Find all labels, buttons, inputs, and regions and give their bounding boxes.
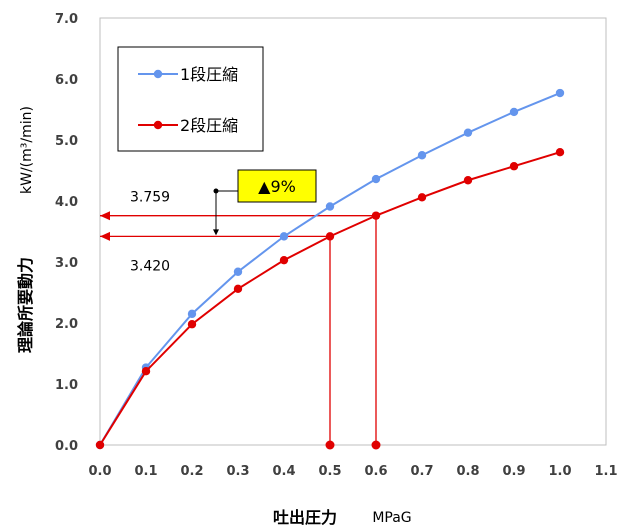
legend-label: 2段圧縮 <box>180 116 238 135</box>
series-1-point <box>463 128 473 137</box>
y-tick-label: 1.0 <box>55 378 78 393</box>
y-axis-unit: kW/(m³/min) <box>19 106 35 194</box>
series-2-point <box>509 162 519 171</box>
series-2-point <box>325 232 335 241</box>
annotations: 3.759 3.420 ▲9% <box>130 169 317 274</box>
x-tick-label: 0.7 <box>410 464 433 479</box>
reduction-arrowhead <box>213 229 219 236</box>
series-1-point <box>417 151 427 160</box>
x-tick-label: 0.4 <box>272 464 295 479</box>
lower-arrowhead <box>100 231 110 241</box>
series-1-point <box>187 309 197 319</box>
series-1-point <box>555 88 565 98</box>
series-2-point <box>187 320 197 329</box>
x-tick-label: 0.9 <box>502 464 525 479</box>
y-tick-label: 3.0 <box>55 256 78 271</box>
x-tick-label: 1.0 <box>548 464 571 479</box>
legend-label: 1段圧縮 <box>180 65 238 84</box>
reduction-label: ▲9% <box>258 177 296 196</box>
legend-box <box>117 46 264 152</box>
y-tick-label: 2.0 <box>55 317 78 332</box>
x-tick-label: 0.0 <box>88 464 111 479</box>
series-1-point <box>371 174 381 184</box>
series-2-point <box>233 284 243 294</box>
legend-marker <box>153 120 163 130</box>
y-tick-label: 7.0 <box>55 12 78 27</box>
series-1-point <box>279 232 289 241</box>
series-1-point <box>233 267 243 276</box>
plot-frame <box>99 17 607 446</box>
lower-value-label: 3.420 <box>130 258 170 274</box>
x-tick-label: 1.1 <box>594 464 617 479</box>
legend-marker <box>153 69 163 79</box>
series-1-point <box>325 202 335 211</box>
series-layer <box>95 88 565 450</box>
series-2-point <box>371 211 381 220</box>
series-1-point <box>509 107 519 117</box>
series-2-point <box>417 193 427 202</box>
guide-lines <box>100 211 381 450</box>
y-tick-label: 4.0 <box>55 195 78 210</box>
x-tick-label: 0.3 <box>226 464 249 479</box>
x-tick-label: 0.5 <box>318 464 341 479</box>
x-tick-label: 0.8 <box>456 464 479 479</box>
x-tick-label: 0.6 <box>364 464 387 479</box>
y-axis-title: 理論所要動力 <box>16 257 35 353</box>
x-axis-ticks: 0.0 0.1 0.2 0.3 0.4 0.5 0.6 0.7 0.8 0.9 1.0 1.1 <box>88 464 617 479</box>
series-2-point <box>463 176 473 185</box>
legend: 1段圧縮 2段圧縮 <box>117 46 264 152</box>
series-2-point <box>95 440 105 450</box>
x-axis-unit: MPaG <box>372 510 411 526</box>
series-2-point <box>279 255 289 265</box>
upper-value-label: 3.759 <box>130 190 170 206</box>
x-tick-label: 0.1 <box>134 464 157 479</box>
y-tick-label: 6.0 <box>55 73 78 88</box>
reduction-callout-box <box>237 169 317 203</box>
x-tick-label: 0.2 <box>180 464 203 479</box>
x-axis-title: 吐出圧力 <box>273 508 337 527</box>
x-axis-marker <box>325 440 335 450</box>
x-axis-marker <box>371 440 381 450</box>
y-tick-label: 0.0 <box>55 439 78 454</box>
upper-arrowhead <box>100 211 110 221</box>
y-tick-label: 5.0 <box>55 134 78 149</box>
plot-area <box>99 17 607 446</box>
series-2-point <box>141 366 151 376</box>
series-2-point <box>555 148 565 157</box>
y-axis-ticks: 0.0 1.0 2.0 3.0 4.0 5.0 6.0 7.0 <box>55 12 78 454</box>
